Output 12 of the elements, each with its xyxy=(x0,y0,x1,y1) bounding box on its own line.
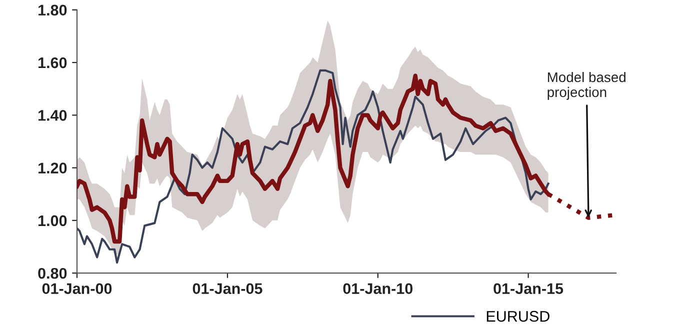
legend-label: EURUSD xyxy=(486,310,550,322)
y-tick-label: 1.60 xyxy=(38,57,67,68)
annotation: Model based projection xyxy=(548,72,626,100)
x-tick-label: 01-Jan-15 xyxy=(494,283,564,294)
y-tick-label: 0.80 xyxy=(38,268,67,279)
x-tick-label: 01-Jan-00 xyxy=(42,283,112,294)
x-tick-label: 01-Jan-10 xyxy=(343,283,413,294)
y-tick-label: 1.40 xyxy=(38,110,67,121)
y-tick-label: 1.00 xyxy=(38,215,67,226)
y-tick-label: 1.20 xyxy=(38,162,67,174)
y-tick-label: 1.80 xyxy=(38,4,67,16)
x-tick-label: 01-Jan-05 xyxy=(192,283,262,294)
